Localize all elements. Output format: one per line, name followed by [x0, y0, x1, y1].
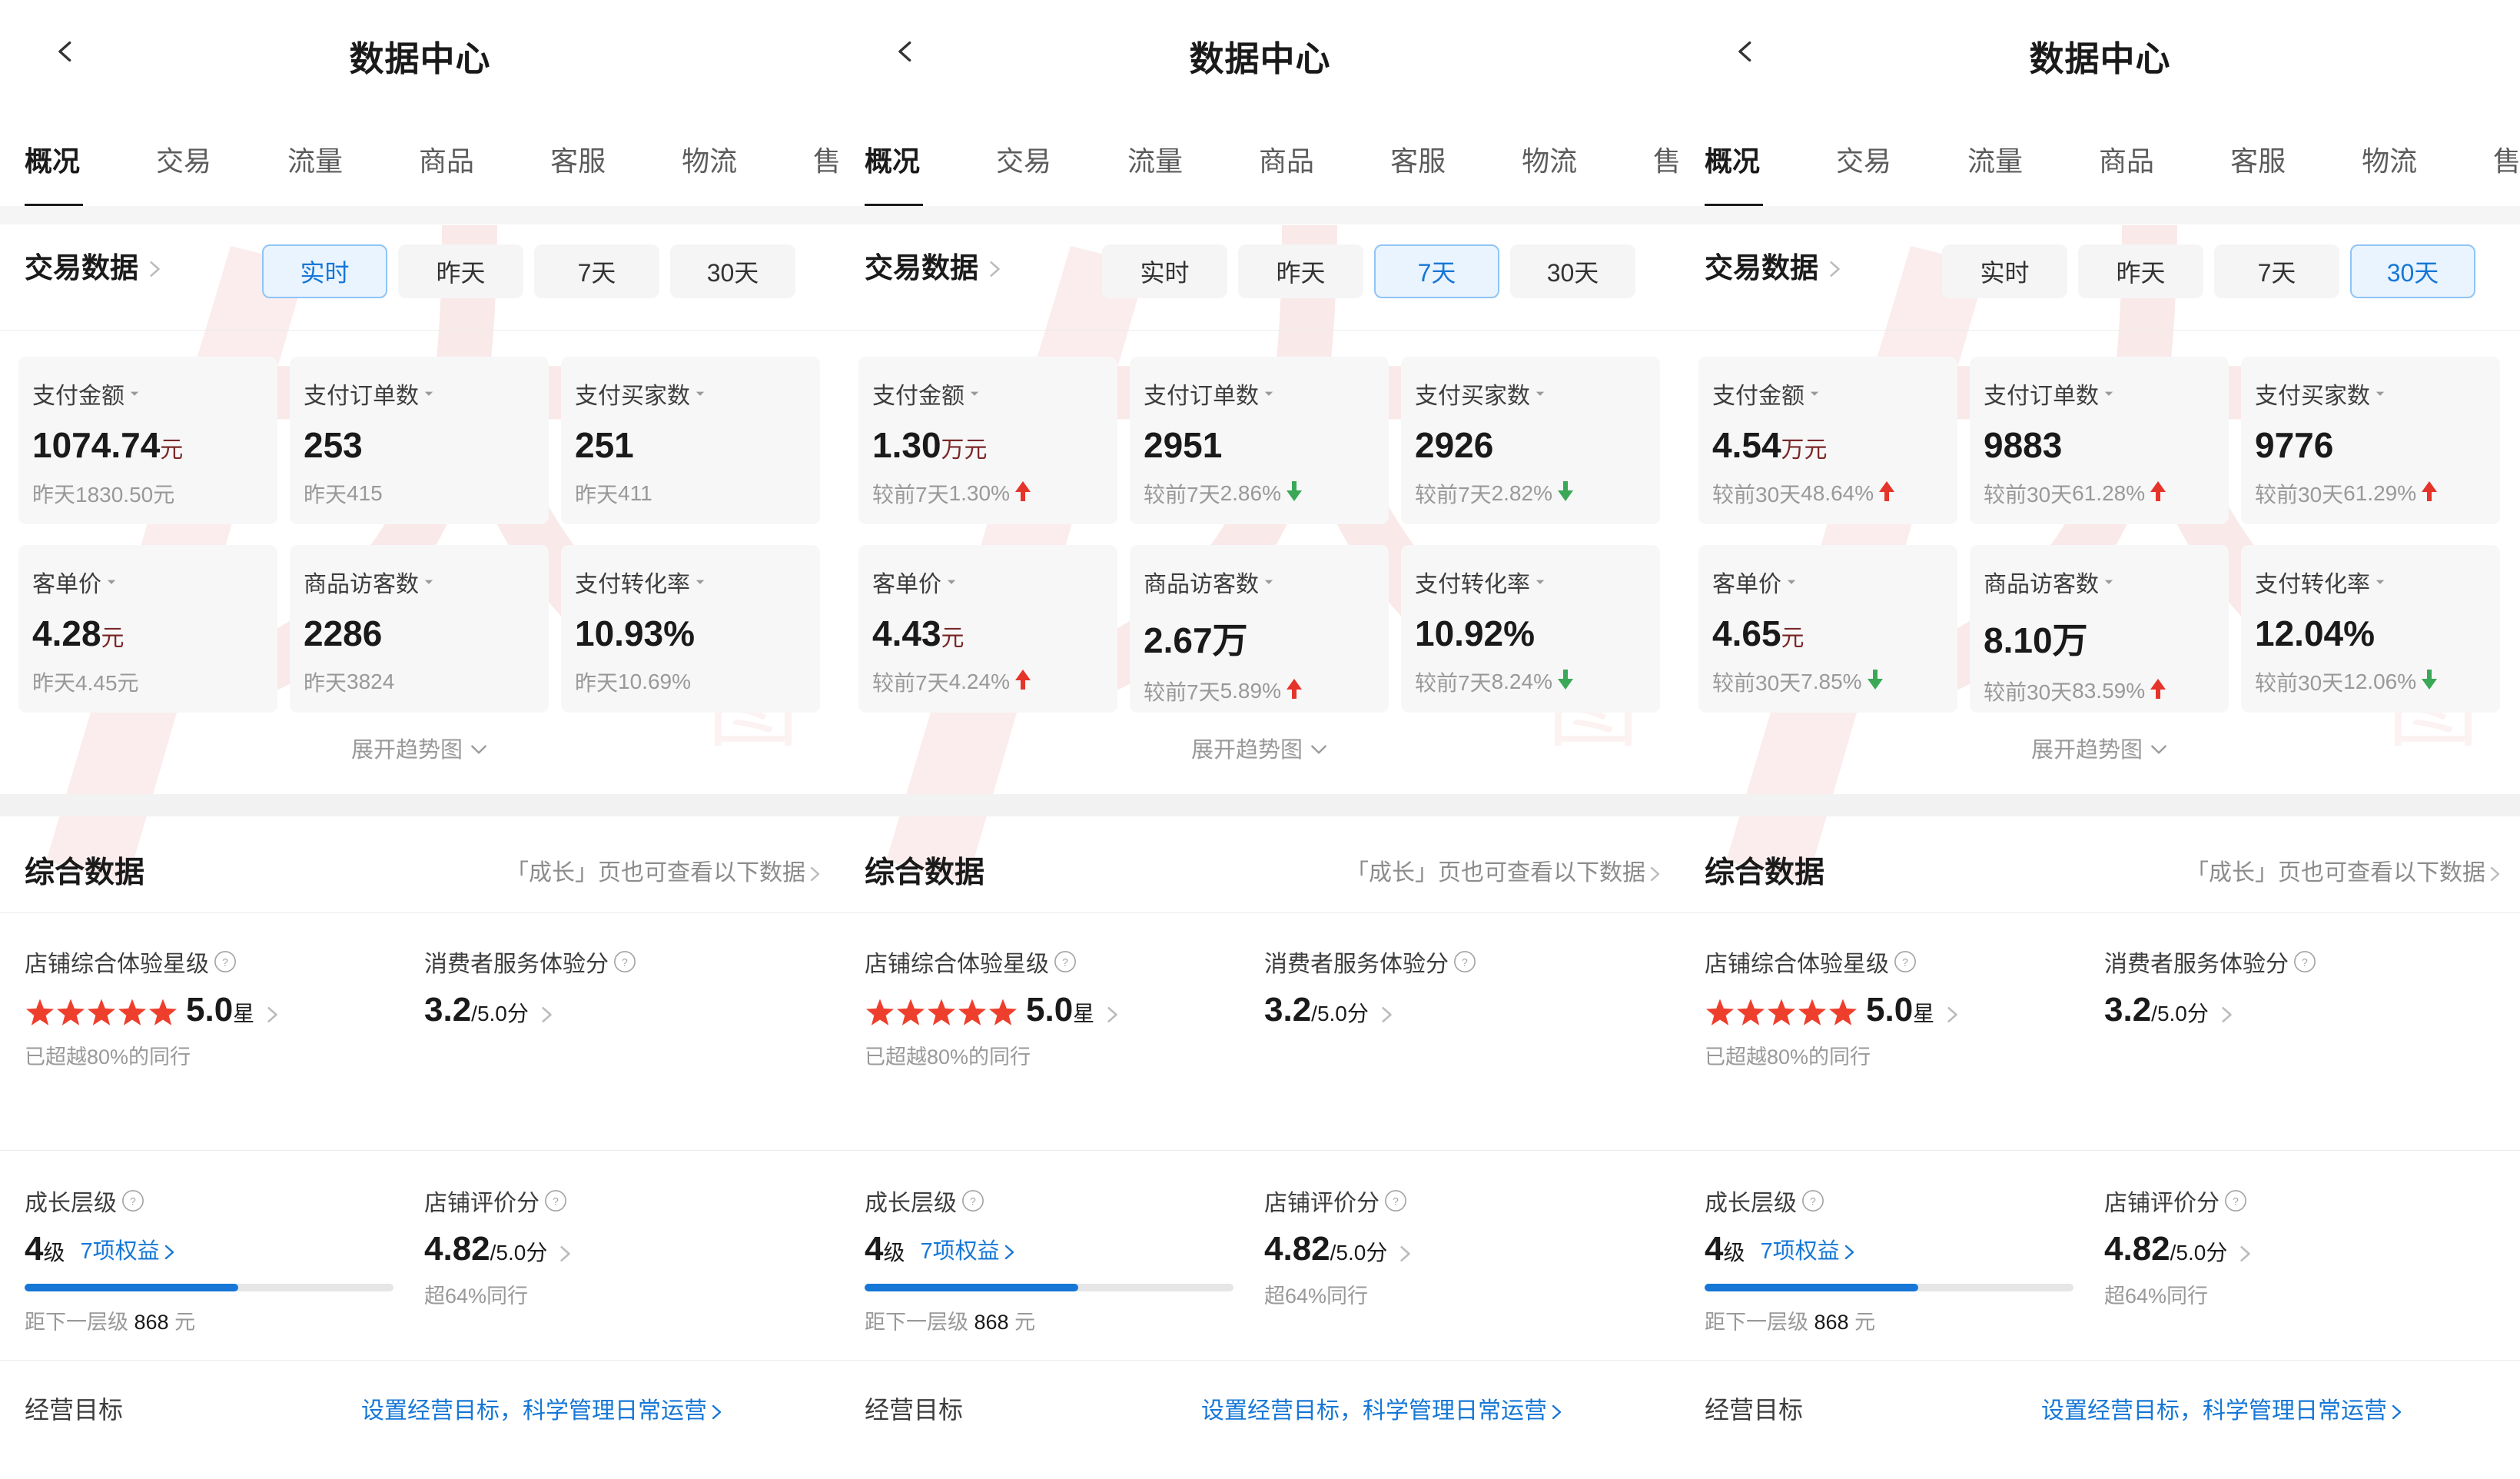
svg-text:?: ? [622, 957, 628, 969]
svg-text:?: ? [1062, 957, 1068, 969]
svg-text:?: ? [222, 957, 228, 969]
svg-text:?: ? [1393, 1196, 1399, 1208]
svg-text:?: ? [2302, 957, 2308, 969]
svg-text:?: ? [1902, 957, 1908, 969]
svg-text:?: ? [130, 1196, 136, 1208]
svg-text:?: ? [1810, 1196, 1816, 1208]
svg-text:?: ? [2233, 1196, 2239, 1208]
svg-text:?: ? [1462, 957, 1468, 969]
svg-text:?: ? [970, 1196, 976, 1208]
svg-text:?: ? [553, 1196, 559, 1208]
